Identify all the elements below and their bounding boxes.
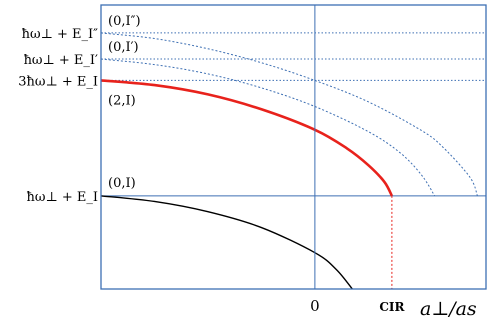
- energy-level-label-3: 3ħω⊥ + E_I: [18, 74, 98, 89]
- energy-level-label-2: ħω⊥ + E_I′: [24, 53, 98, 68]
- curve-labels: (0,I″) (0,I′) (2,I) (0,I): [108, 14, 141, 191]
- energy-level-label-4: ħω⊥ + E_I: [27, 190, 98, 205]
- series-line-0-i-prime: [100, 58, 436, 197]
- x-tick-labels: 0 CIR: [310, 297, 405, 315]
- series-layer: [100, 32, 478, 290]
- curve-label-3: (2,I): [108, 93, 136, 108]
- energy-labels: ħω⊥ + E_I″ ħω⊥ + E_I′ 3ħω⊥ + E_I ħω⊥ + E_I: [18, 27, 98, 205]
- energy-level-label-1: ħω⊥ + E_I″: [22, 27, 98, 42]
- curve-label-1: (0,I″): [108, 14, 141, 29]
- series-line-0-i: [100, 195, 353, 290]
- energy-levels: [101, 32, 486, 197]
- x-axis-title: a⊥/as: [420, 298, 477, 320]
- x-tick-label-zero: 0: [310, 297, 320, 315]
- curve-label-2: (0,I′): [108, 40, 139, 55]
- series-line-0-i-double-prime: [100, 32, 478, 197]
- series-line-2-i: [100, 79, 394, 197]
- x-marker-label-cir: CIR: [379, 300, 405, 314]
- plot-frame: [100, 4, 487, 290]
- curve-label-4: (0,I): [108, 176, 136, 191]
